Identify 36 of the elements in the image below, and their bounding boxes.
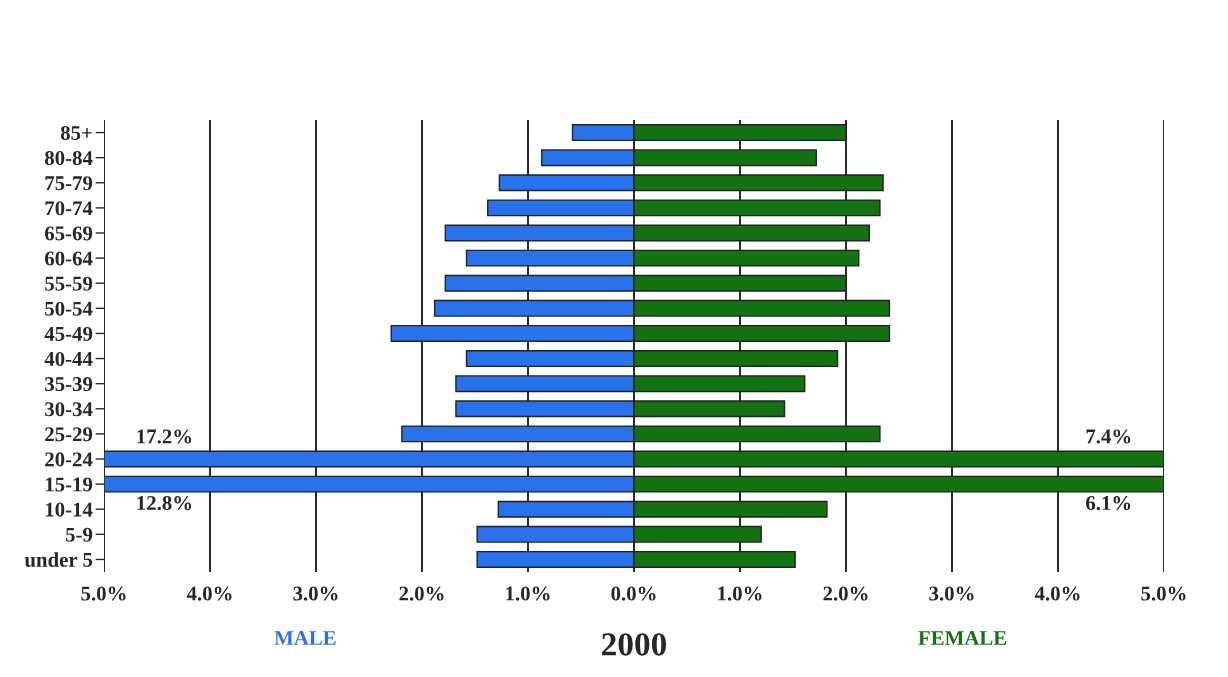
y-tick-label: 60-64 [45, 251, 93, 266]
x-tick-label: 1.0% [718, 586, 762, 601]
y-tick-label: 75-79 [45, 176, 93, 191]
y-tick-label: 10-14 [45, 502, 93, 517]
y-tick-label: 25-29 [45, 427, 93, 442]
x-tick-label: 4.0% [1034, 586, 1080, 601]
annotation: 6.1% [1086, 496, 1131, 511]
annotation: 17.2% [137, 429, 192, 444]
x-tick-label: 4.0% [186, 586, 232, 601]
x-tick-label: 2.0% [399, 586, 444, 601]
y-tick-label: 45-49 [44, 326, 93, 341]
annotation: 7.4% [1086, 429, 1131, 444]
y-tick-label: 80-84 [44, 151, 93, 166]
y-tick-label: 40-44 [44, 351, 93, 366]
annotation: 12.8% [137, 496, 192, 511]
y-tick-label: 20-24 [45, 452, 93, 467]
text: 2000 [602, 633, 667, 656]
y-tick-label: 35-39 [45, 377, 93, 392]
x-tick-label: 3.0% [929, 586, 974, 601]
x-tick-label: 3.0% [293, 586, 338, 601]
y-tick-label: 65-69 [45, 226, 93, 241]
y-tick-label: 30-34 [45, 402, 93, 417]
y-tick-label: 15-19 [45, 477, 93, 492]
text: FEMALE [918, 631, 1007, 645]
y-tick-label: 55-59 [45, 276, 93, 291]
y-tick-label: under 5 [24, 552, 93, 567]
x-tick-label: 5.0% [81, 586, 126, 601]
x-tick-label: 2.0% [823, 586, 868, 601]
y-tick-label: 70-74 [45, 201, 93, 216]
y-tick-label: 85+ [60, 125, 92, 140]
y-tick-label: 5-9 [65, 527, 93, 542]
x-tick-label: 5.0% [1141, 586, 1186, 601]
text: MALE [274, 631, 336, 645]
y-tick-label: 50-54 [45, 301, 93, 316]
x-tick-label: 0.0% [611, 586, 656, 601]
x-tick-label: 1.0% [506, 586, 550, 601]
